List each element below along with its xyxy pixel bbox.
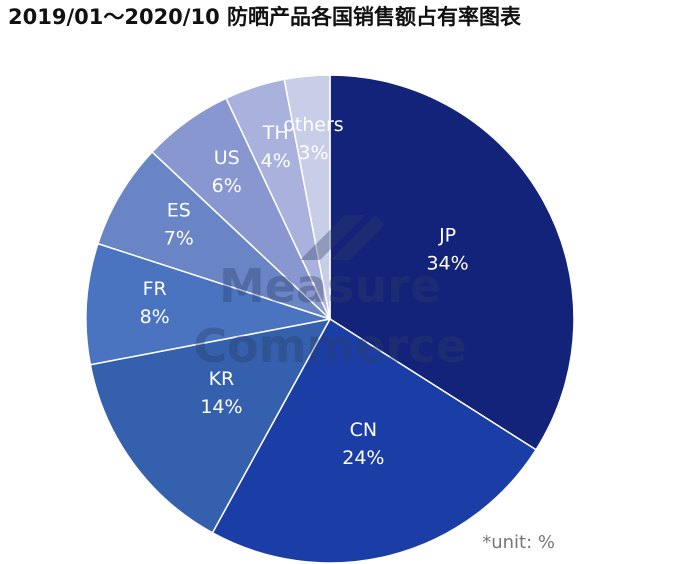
slice-labels: JP 34% CN 24% KR 14% FR 8% ES 7% US 6% TH 4% others 3% <box>140 114 469 469</box>
unit-note: *unit: % <box>482 532 555 553</box>
slice-name: TH <box>262 122 289 144</box>
pie <box>85 74 575 564</box>
pie-slice <box>211 317 538 564</box>
slice-name: KR <box>209 368 235 390</box>
pie-slice <box>85 242 331 366</box>
slice-value: 14% <box>200 396 242 418</box>
slice-name: FR <box>143 278 167 300</box>
pie-slice <box>89 317 332 534</box>
slice-value: 24% <box>342 447 384 469</box>
watermark-text: Commerce <box>193 319 467 373</box>
slice-value: 34% <box>426 252 468 274</box>
slice-value: 7% <box>164 228 194 250</box>
watermark-logo <box>300 215 365 260</box>
slice-value: 6% <box>212 175 242 197</box>
pie-slice <box>283 74 331 320</box>
slice-value: 8% <box>140 306 170 328</box>
slice-name: JP <box>438 224 456 246</box>
slice-value: 4% <box>261 150 291 172</box>
watermark-logo <box>330 215 385 260</box>
slice-name: ES <box>167 200 191 222</box>
pie-slice <box>329 74 575 451</box>
slice-name: others <box>283 114 344 136</box>
watermark: Measure Commerce <box>193 215 467 373</box>
slice-name: US <box>214 147 240 169</box>
slice-value: 3% <box>298 142 328 164</box>
pie-slice <box>96 150 331 320</box>
slice-name: CN <box>350 419 377 441</box>
chart-title: 2019/01～2020/10 防晒产品各国销售额占有率图表 <box>8 5 522 29</box>
watermark-text: Measure <box>219 259 441 313</box>
